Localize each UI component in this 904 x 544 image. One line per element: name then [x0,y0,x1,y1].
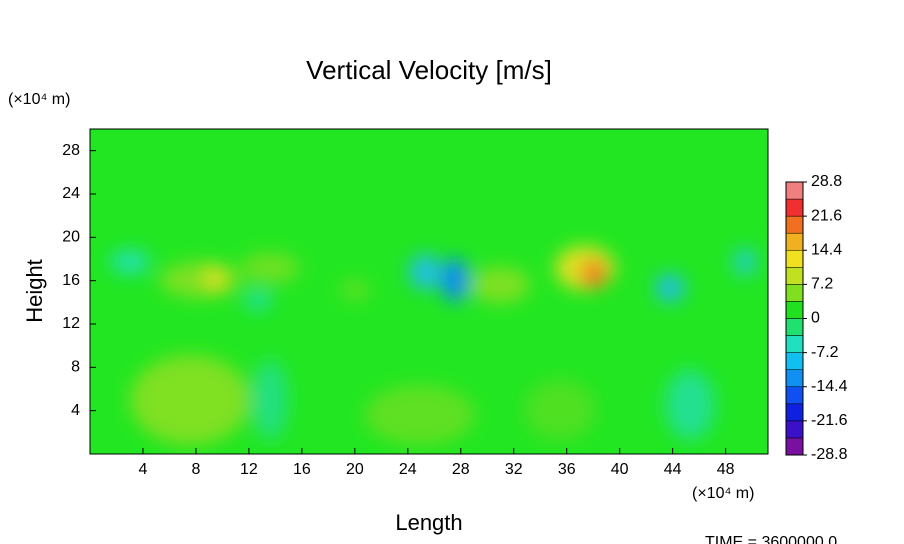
colorbar-label: -14.4 [811,378,848,395]
y-tick-label: 24 [62,185,80,202]
y-unit: (×10⁴ m) [8,91,70,108]
y-tick-label: 12 [62,315,80,332]
y-tick-label: 20 [62,229,80,246]
y-tick-label: 16 [62,272,80,289]
colorbar-band [785,352,804,370]
chart-title: Vertical Velocity [m/s] [306,55,552,85]
colorbar-band [785,181,804,200]
colorbar-band [785,267,804,285]
colorbar-label: -28.8 [811,446,848,463]
colorbar-label: 0 [811,310,820,327]
x-tick-label: 16 [293,461,311,478]
y-axis-label: Height [22,259,47,323]
time-label: TIME = 3600000.0 [705,534,837,544]
x-tick-label: 44 [664,461,682,478]
colorbar-band [785,420,804,439]
colorbar-band [785,335,804,353]
colorbar-label: 28.8 [811,173,842,190]
x-tick-label: 24 [399,461,417,478]
x-unit: (×10⁴ m) [692,485,754,502]
colorbar-band [785,386,804,405]
x-tick-label: 4 [139,461,148,478]
field [90,129,768,454]
y-tick-label: 8 [71,359,80,376]
colorbar-band [785,284,804,302]
x-axis-label: Length [395,510,462,535]
colorbar-band [785,318,804,336]
x-tick-label: 36 [558,461,576,478]
colorbar-band [785,250,804,268]
colorbar-band [785,403,804,422]
x-tick-label: 32 [505,461,523,478]
colorbar-label: 7.2 [811,276,833,293]
plot-frame [89,128,769,455]
x-tick-label: 40 [611,461,629,478]
x-tick-label: 20 [346,461,364,478]
x-tick-label: 48 [717,461,735,478]
colorbar-band [785,215,804,234]
colorbar-band [785,232,804,251]
colorbar-label: -7.2 [811,344,839,361]
colorbar-band [785,198,804,217]
colorbar-label: 14.4 [811,241,842,258]
x-tick-label: 12 [240,461,258,478]
colorbar-band [785,301,804,319]
x-tick-label: 8 [191,461,200,478]
x-tick-label: 28 [452,461,470,478]
colorbar-band [785,437,804,456]
colorbar-band [785,369,804,387]
colorbar-label: 21.6 [811,207,842,224]
colorbar-label: -21.6 [811,412,848,429]
y-tick-label: 28 [62,142,80,159]
y-tick-label: 4 [71,402,80,419]
